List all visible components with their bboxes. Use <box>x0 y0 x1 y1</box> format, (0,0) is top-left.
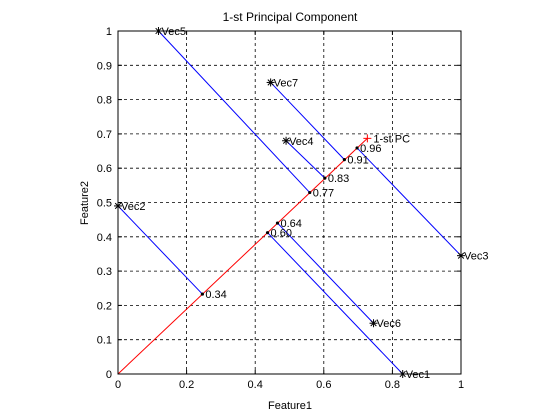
projection-point-vec1 <box>265 231 270 235</box>
principal-component-line: 1-st PC <box>117 133 410 375</box>
y-axis-label: Feature2 <box>79 181 91 225</box>
projection-line-vec5 <box>158 30 311 193</box>
projection-point-vec5 <box>308 190 312 195</box>
projection-point-vec3 <box>355 146 359 150</box>
x-tick-label: 1 <box>458 379 464 391</box>
projection-value-label: 0.34 <box>205 289 226 301</box>
x-axis-label: Feature1 <box>268 400 312 412</box>
y-tick-label: 0.9 <box>97 60 112 72</box>
y-tick-label: 0.2 <box>97 300 112 312</box>
projection-value-label: 0.77 <box>313 188 334 200</box>
plot-frame <box>117 30 462 375</box>
y-tick-label: 0 <box>106 369 112 381</box>
projection-line-vec7 <box>270 82 345 160</box>
vector-point-vec4 <box>282 136 291 145</box>
y-tick-label: 0.7 <box>97 129 112 141</box>
projection-line-vec6 <box>277 222 374 324</box>
y-tick-label: 0.8 <box>97 95 112 107</box>
projection-line-vec2 <box>117 205 203 295</box>
x-tick-label: 0.2 <box>179 379 194 391</box>
vector-label-vec7: Vec7 <box>274 77 298 89</box>
x-tick-label: 0.8 <box>385 379 400 391</box>
axis-ticks: 0 0.2 0.4 0.6 0.8 1 0 0.1 0.2 0.3 0.4 0.5 0.6 0.7 0.8 0… <box>97 26 464 391</box>
projection-line-vec4 <box>285 140 326 179</box>
vector-label-vec2: Vec2 <box>121 201 145 213</box>
projection-point-vec7 <box>342 158 346 162</box>
vector-label-vec4: Vec4 <box>289 136 313 148</box>
projection-point-vec6 <box>275 221 280 225</box>
projection-line-vec1 <box>267 232 404 375</box>
pc-label: 1-st PC <box>373 133 410 145</box>
projection-value-label: 0.60 <box>271 228 292 240</box>
projection-point-vec4 <box>323 176 327 180</box>
vector-point-vec6 <box>369 319 378 328</box>
projection-point-vec2 <box>200 292 204 296</box>
vector-points: Vec1 0.60 Vec2 0.34 Vec3 0.96 Vec4 0.83 Vec5 0.77… <box>114 26 488 381</box>
y-tick-label: 0.3 <box>97 266 112 278</box>
y-tick-label: 1 <box>106 26 112 38</box>
vector-label-vec3: Vec3 <box>464 251 488 263</box>
vector-point-vec7 <box>266 78 275 87</box>
y-tick-label: 0.4 <box>97 232 112 244</box>
vector-label-vec6: Vec6 <box>377 318 401 330</box>
projection-value-label: 0.96 <box>360 143 381 155</box>
y-tick-label: 0.6 <box>97 163 112 175</box>
y-tick-label: 0.5 <box>97 198 112 210</box>
vector-label-vec1: Vec1 <box>406 369 430 381</box>
projection-value-label: 0.91 <box>347 155 368 167</box>
vector-label-vec5: Vec5 <box>161 26 185 38</box>
projection-value-label: 0.64 <box>280 218 301 230</box>
x-tick-label: 0.6 <box>316 379 331 391</box>
x-tick-label: 0.4 <box>248 379 263 391</box>
x-tick-label: 0 <box>115 379 121 391</box>
y-tick-label: 0.1 <box>97 335 112 347</box>
projection-value-label: 0.83 <box>328 173 349 185</box>
chart-title: 1-st Principal Component <box>223 10 358 24</box>
projection-lines <box>117 30 462 375</box>
projection-line-vec3 <box>356 147 462 257</box>
